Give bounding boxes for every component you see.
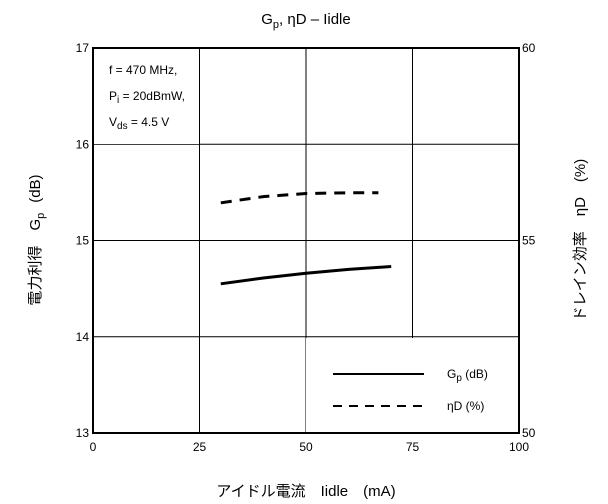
y-right-tick-label: 60 — [522, 41, 536, 55]
y-left-label-sub: p — [35, 213, 47, 219]
annotation: f = 470 MHz, Pi = 20dBmW, Vds = 4.5 V — [109, 63, 185, 132]
y-left-label-main: 電力利得 G — [27, 219, 44, 306]
y-left-tick-label: 14 — [76, 330, 90, 344]
annotation-box — [94, 49, 199, 144]
x-axis-label: アイドル電流 Iidle (mA) — [216, 483, 395, 500]
series-layer — [220, 191, 392, 286]
y-left-tick-label: 16 — [76, 137, 90, 151]
x-tick-label: 75 — [406, 440, 420, 454]
y-left-tick-label: 15 — [76, 234, 90, 248]
series-line-gp — [220, 265, 392, 286]
y-axis-right-label: ドレイン効率 ηD (%) — [572, 159, 589, 322]
y-right-tick-label: 55 — [522, 234, 536, 248]
legend: Gp (dB) ηD (%) — [333, 367, 488, 413]
x-tick-label: 0 — [90, 440, 97, 454]
annotation-line-1: f = 470 MHz, — [109, 63, 177, 77]
y-axis-left-label: 電力利得 Gp (dB) — [27, 174, 47, 305]
annotation-line-3: Vds = 4.5 V — [109, 115, 169, 132]
x-tick-label: 100 — [509, 440, 529, 454]
plot-frame — [92, 47, 520, 434]
ticks-layer: 0 25 50 75 100 13 14 15 16 17 50 55 60 — [76, 41, 536, 454]
chart-title-rest: , ηD – Iidle — [279, 11, 351, 28]
y-right-tick-label: 50 — [522, 426, 536, 440]
y-left-tick-label: 17 — [76, 41, 90, 55]
y-left-label-unit: (dB) — [27, 174, 44, 202]
grid-layer — [93, 48, 519, 433]
legend-label-gp: Gp (dB) — [447, 367, 488, 384]
legend-box — [306, 338, 518, 432]
y-left-tick-label: 13 — [76, 426, 90, 440]
x-tick-label: 25 — [193, 440, 207, 454]
y-right-label-text: ドレイン効率 ηD (%) — [572, 159, 589, 322]
annotation-line-2: Pi = 20dBmW, — [109, 89, 185, 106]
chart-title-sub: p — [273, 19, 279, 31]
series-line-etad — [220, 191, 379, 205]
x-tick-label: 50 — [299, 440, 313, 454]
chart-title: Gp, ηD – Iidle — [261, 11, 351, 31]
legend-label-etad: ηD (%) — [447, 399, 484, 413]
chart-title-main: G — [261, 11, 273, 28]
svg-text:電力利得 Gp(dB): 電力利得 Gp (dB) — [27, 174, 47, 305]
